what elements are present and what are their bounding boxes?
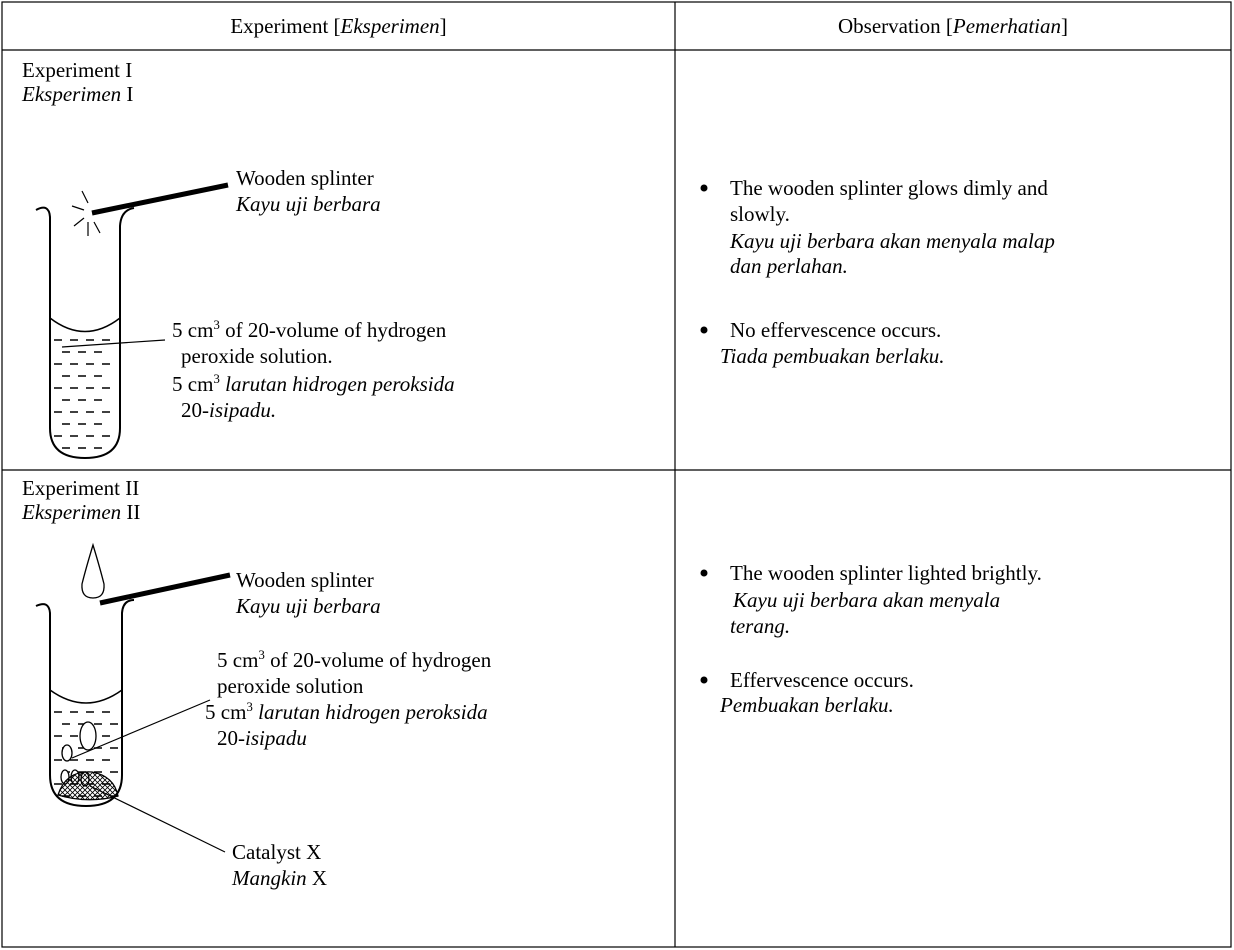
text-run: Mangkin — [232, 866, 307, 890]
column-header: Observation [Pemerhatian] — [675, 14, 1231, 38]
label-translation: Mangkin X — [232, 866, 327, 890]
label-translation: Kayu uji berbara — [236, 594, 381, 618]
text-run: Eksperimen — [22, 82, 122, 106]
text-run: Observation [ — [838, 14, 953, 38]
solution-label: peroxide solution. — [181, 344, 333, 368]
glow — [71, 190, 101, 236]
solution-label: peroxide solution — [217, 674, 363, 698]
leader-line — [61, 339, 166, 348]
label: Wooden splinter — [236, 568, 374, 592]
experiment-title: Experiment II — [22, 476, 140, 500]
experiment-title: Experiment I — [22, 58, 133, 82]
flame — [81, 542, 105, 599]
solution-label: 5 cm3 larutan hidrogen peroksida — [172, 372, 455, 396]
observation-translation: Kayu uji berbara akan menyala malap — [730, 229, 1055, 253]
tube — [35, 599, 135, 808]
bullet — [700, 326, 708, 334]
text-run: 3 — [246, 699, 253, 714]
text-run: of 20-volume of hydrogen — [219, 318, 447, 342]
wooden-splinter — [99, 572, 231, 606]
text-run: X — [306, 866, 328, 890]
text-run: 5 cm — [172, 372, 214, 396]
text-run: II — [121, 500, 141, 524]
text-run: ] — [439, 14, 447, 38]
solution-label: 5 cm3 of 20-volume of hydrogen — [217, 648, 491, 672]
meniscus — [49, 689, 123, 704]
bullet — [700, 569, 708, 577]
solution-label: 20-isipadu — [217, 726, 307, 750]
experiment-title-translation: Eksperimen I — [22, 82, 133, 106]
text-run: larutan hidrogen peroksida — [219, 372, 455, 396]
text-run: I — [121, 82, 134, 106]
observation-translation: dan perlahan. — [730, 254, 848, 278]
text-run: ] — [1061, 14, 1068, 38]
bullet — [700, 676, 708, 684]
text-run: Experiment [ — [230, 14, 341, 38]
text-run: 5 cm — [217, 648, 259, 672]
text-run: 5 cm — [172, 318, 214, 342]
text-run: 20- — [217, 726, 245, 750]
test-tube-2 — [35, 542, 231, 853]
solution-label: 5 cm3 larutan hidrogen peroksida — [205, 700, 488, 724]
text-run: Eksperimen — [340, 14, 440, 38]
observation: Effervescence occurs. — [730, 668, 914, 692]
text-run: peroxide solution — [217, 674, 364, 698]
experiment-title-translation: Eksperimen II — [22, 500, 140, 524]
column-header: Experiment [Eksperimen] — [2, 14, 675, 38]
text-run: isipadu — [245, 726, 307, 750]
observation: No effervescence occurs. — [730, 318, 942, 342]
liquid-dashes — [54, 339, 110, 449]
leader-line — [89, 785, 226, 853]
observation-translation: Pembuakan berlaku. — [720, 693, 894, 717]
text-run: Pemerhatian — [952, 14, 1061, 38]
text-run: 3 — [258, 647, 265, 662]
observation-translation: Tiada pembuakan berlaku. — [720, 344, 945, 368]
solution-label: 5 cm3 of 20-volume of hydrogen — [172, 318, 446, 342]
text-run: of 20-volume of hydrogen — [264, 648, 492, 672]
label-translation: Kayu uji berbara — [236, 192, 381, 216]
observation: The wooden splinter glows dimly and — [730, 176, 1048, 200]
leader-line — [71, 699, 211, 759]
observation-translation: Kayu uji berbara akan menyala — [733, 588, 1001, 612]
wooden-splinter — [91, 182, 229, 216]
meniscus — [49, 317, 121, 333]
solution-label: 20-isipadu. — [181, 398, 276, 422]
tube — [35, 206, 135, 460]
observation: The wooden splinter lighted brightly. — [730, 561, 1042, 585]
label: Catalyst X — [232, 840, 322, 864]
label: Wooden splinter — [236, 166, 374, 190]
text-run: isipadu. — [209, 398, 277, 422]
text-run: peroxide solution. — [181, 344, 333, 368]
test-tube-1 — [35, 182, 229, 460]
text-run: larutan hidrogen peroksida — [252, 700, 488, 724]
bullet — [700, 184, 708, 192]
observation: slowly. — [730, 202, 790, 226]
observation-translation: terang. — [730, 614, 791, 638]
text-run: 3 — [213, 371, 220, 386]
text-run: Eksperimen — [22, 500, 122, 524]
text-run: 20- — [181, 398, 209, 422]
text-run: 5 cm — [205, 700, 247, 724]
text-run: 3 — [213, 317, 220, 332]
